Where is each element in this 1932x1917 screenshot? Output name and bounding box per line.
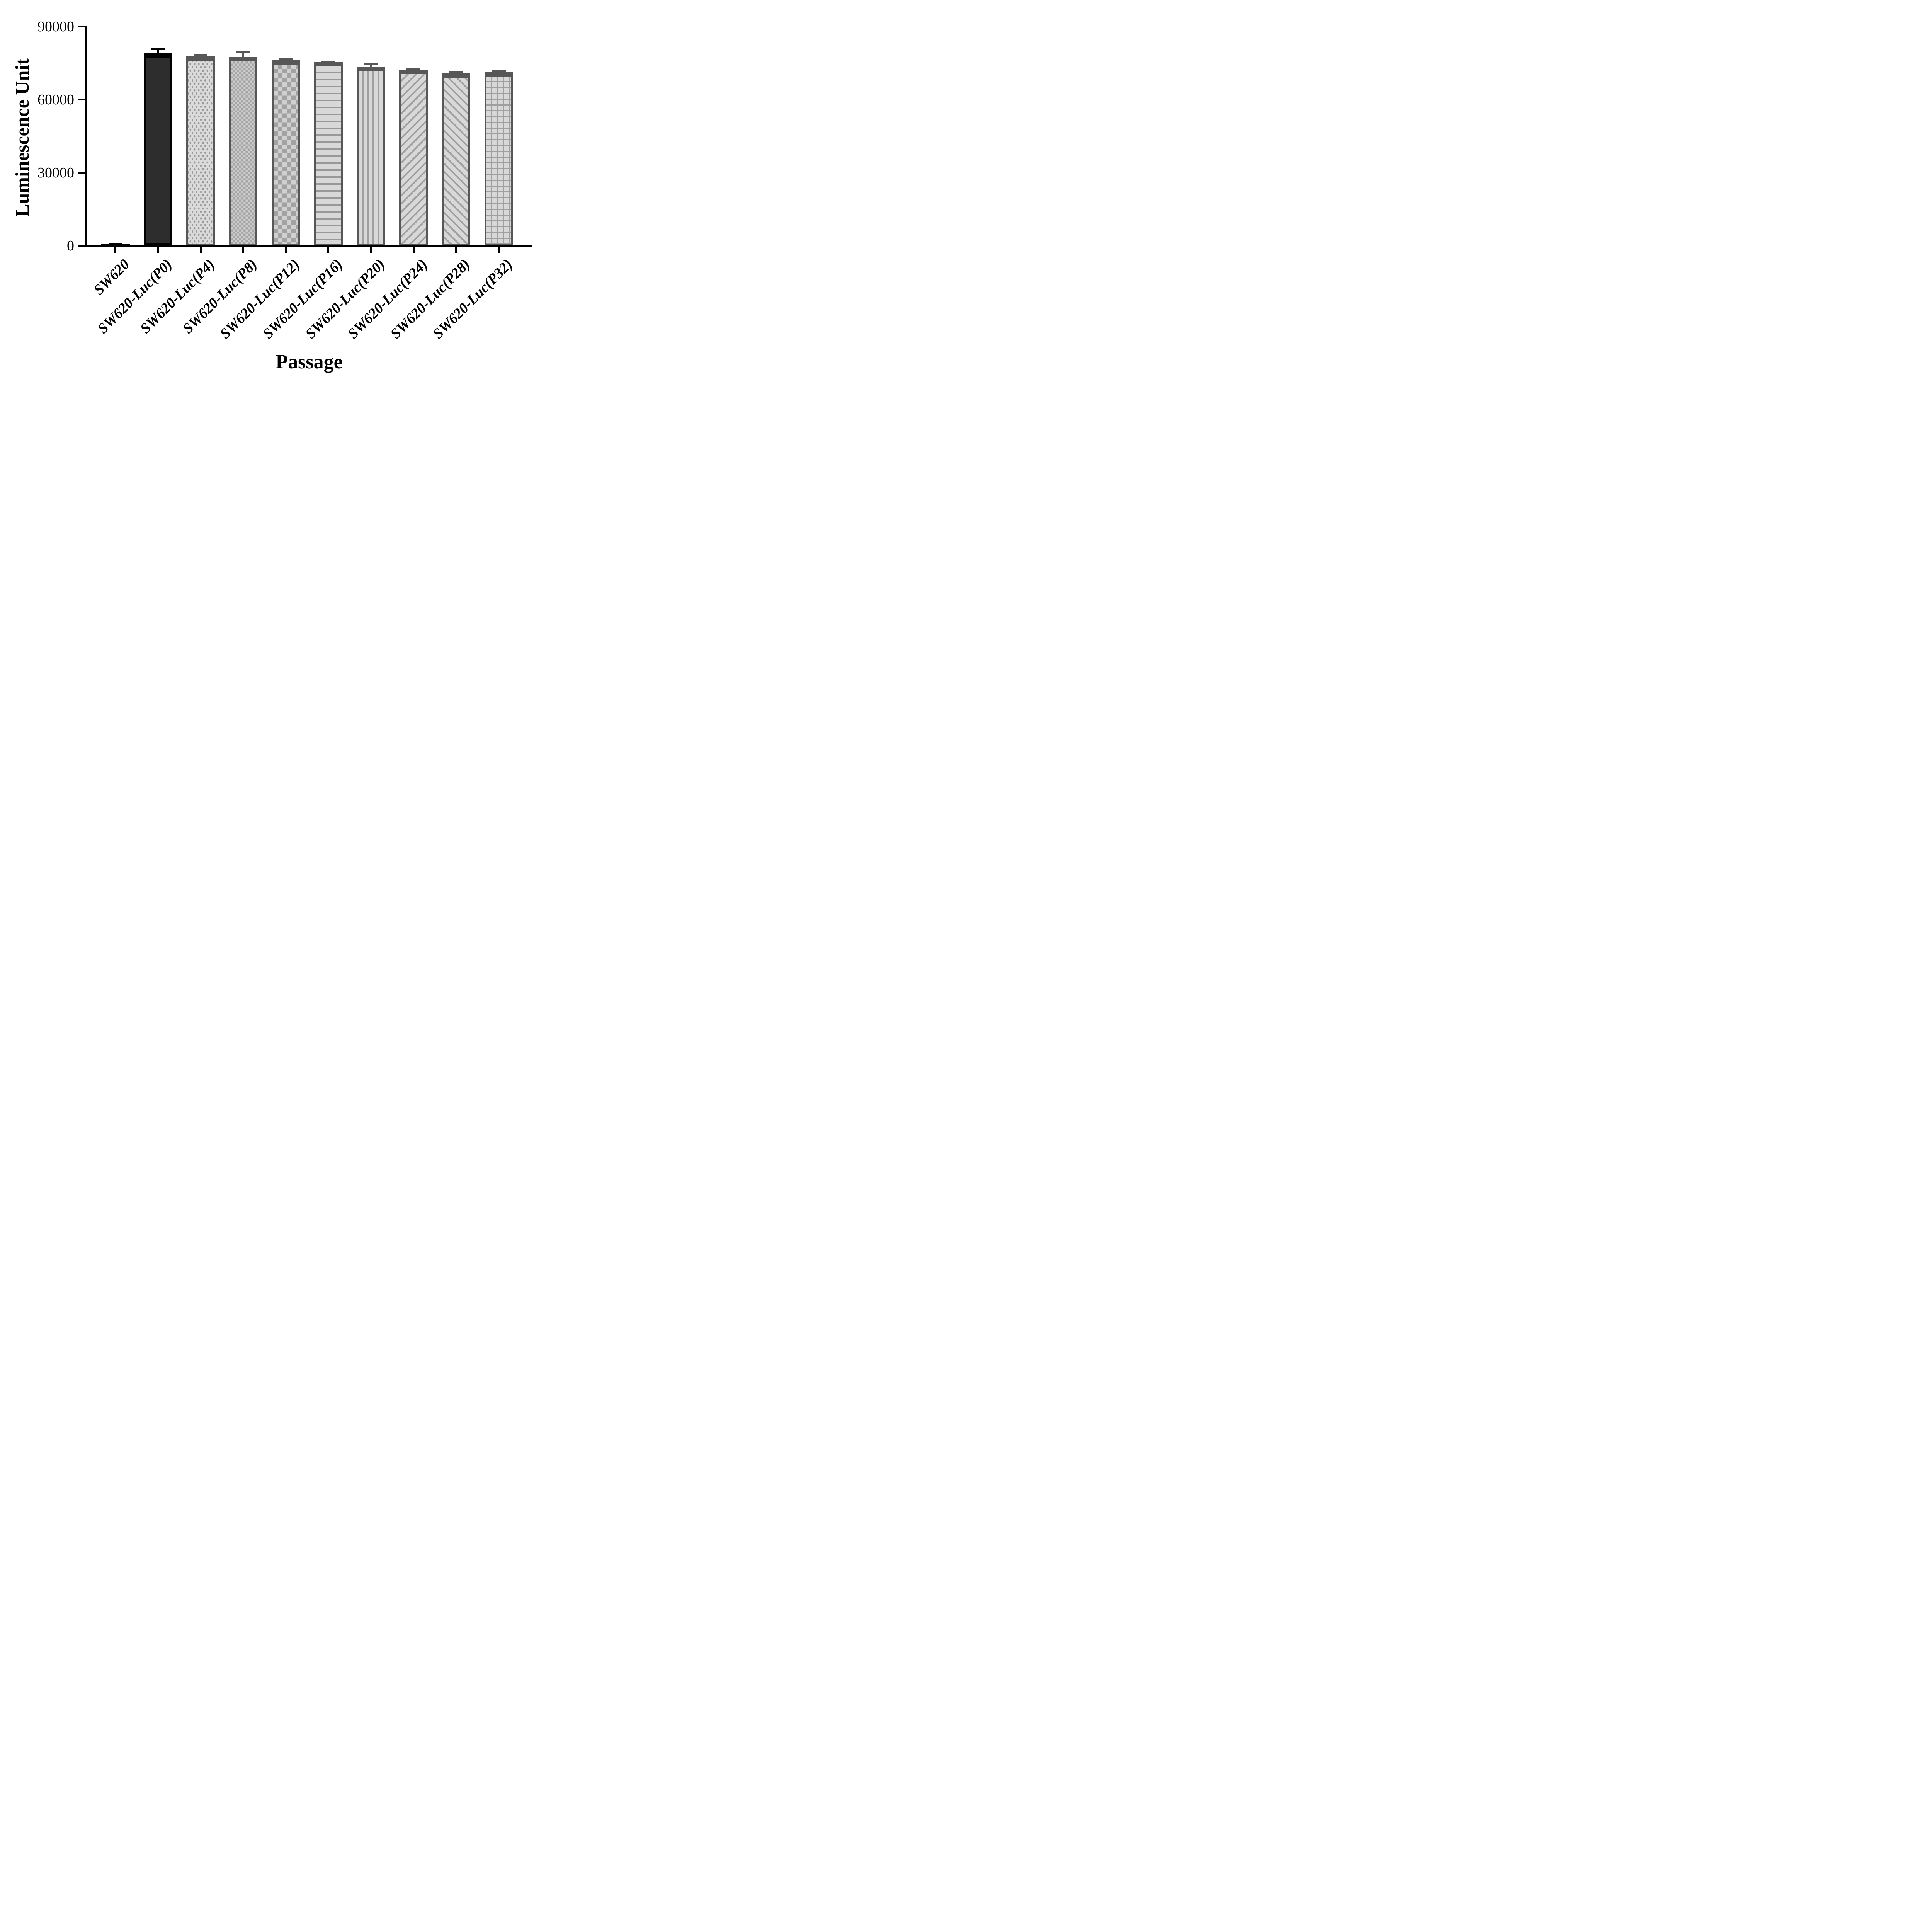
error-bar-cap — [364, 63, 378, 65]
x-tick-SW620-Luc(P24) — [412, 247, 415, 253]
bar-SW620-Luc(P28) — [442, 73, 471, 246]
x-label-SW620-Luc(P4): SW620-Luc(P4) — [137, 256, 218, 337]
x-tick-SW620-Luc(P32) — [498, 247, 500, 253]
x-tick-SW620 — [114, 247, 117, 253]
x-tick-SW620-Luc(P8) — [242, 247, 244, 253]
y-tick-60000 — [78, 99, 86, 101]
error-bar-cap — [236, 51, 250, 53]
error-bar-stem — [370, 65, 372, 67]
y-tick-label-30000: 30000 — [37, 164, 74, 181]
error-bar-stem — [157, 50, 159, 53]
bar-SW620-Luc(P12) — [271, 60, 300, 246]
x-axis-line — [85, 245, 532, 247]
x-label-SW620: SW620 — [90, 256, 133, 298]
bar-SW620-Luc(P8) — [229, 57, 258, 246]
error-bar-cap — [449, 71, 463, 73]
x-tick-SW620-Luc(P20) — [370, 247, 372, 253]
y-tick-label-60000: 60000 — [37, 91, 74, 108]
x-label-SW620-Luc(P8): SW620-Luc(P8) — [179, 256, 260, 337]
bar-SW620-Luc(P20) — [357, 66, 385, 246]
y-tick-30000 — [78, 172, 86, 174]
error-bar-cap — [406, 68, 421, 70]
error-bar-cap — [194, 54, 208, 56]
x-label-SW620-Luc(P0): SW620-Luc(P0) — [94, 256, 175, 337]
error-bar-cap — [321, 61, 335, 63]
x-tick-SW620-Luc(P12) — [285, 247, 287, 253]
x-label-SW620-Luc(P32): SW620-Luc(P32) — [430, 256, 516, 342]
error-bar-cap — [151, 48, 165, 50]
x-axis-title: Passage — [276, 351, 343, 373]
x-tick-SW620-Luc(P0) — [157, 247, 159, 253]
bar-chart: Luminescence Unit Passage 0 30000 60000 900… — [0, 0, 551, 383]
error-bar-cap — [279, 58, 293, 60]
y-axis-line — [85, 26, 87, 247]
y-tick-label-0: 0 — [67, 238, 74, 254]
bar-SW620-Luc(P24) — [399, 70, 428, 246]
x-tick-SW620-Luc(P4) — [199, 247, 202, 253]
x-tick-SW620-Luc(P28) — [455, 247, 457, 253]
x-tick-SW620-Luc(P16) — [327, 247, 330, 253]
y-tick-0 — [78, 245, 86, 247]
bar-SW620-Luc(P4) — [186, 56, 215, 246]
y-tick-label-90000: 90000 — [37, 18, 74, 35]
y-axis-title: Luminescence Unit — [11, 58, 33, 217]
error-bar-stem — [242, 53, 244, 58]
bar-SW620-Luc(P32) — [484, 72, 513, 246]
bar-SW620-Luc(P0) — [144, 53, 172, 246]
bar-SW620-Luc(P16) — [314, 62, 343, 246]
error-bar-cap — [492, 69, 506, 72]
y-tick-90000 — [78, 26, 86, 28]
